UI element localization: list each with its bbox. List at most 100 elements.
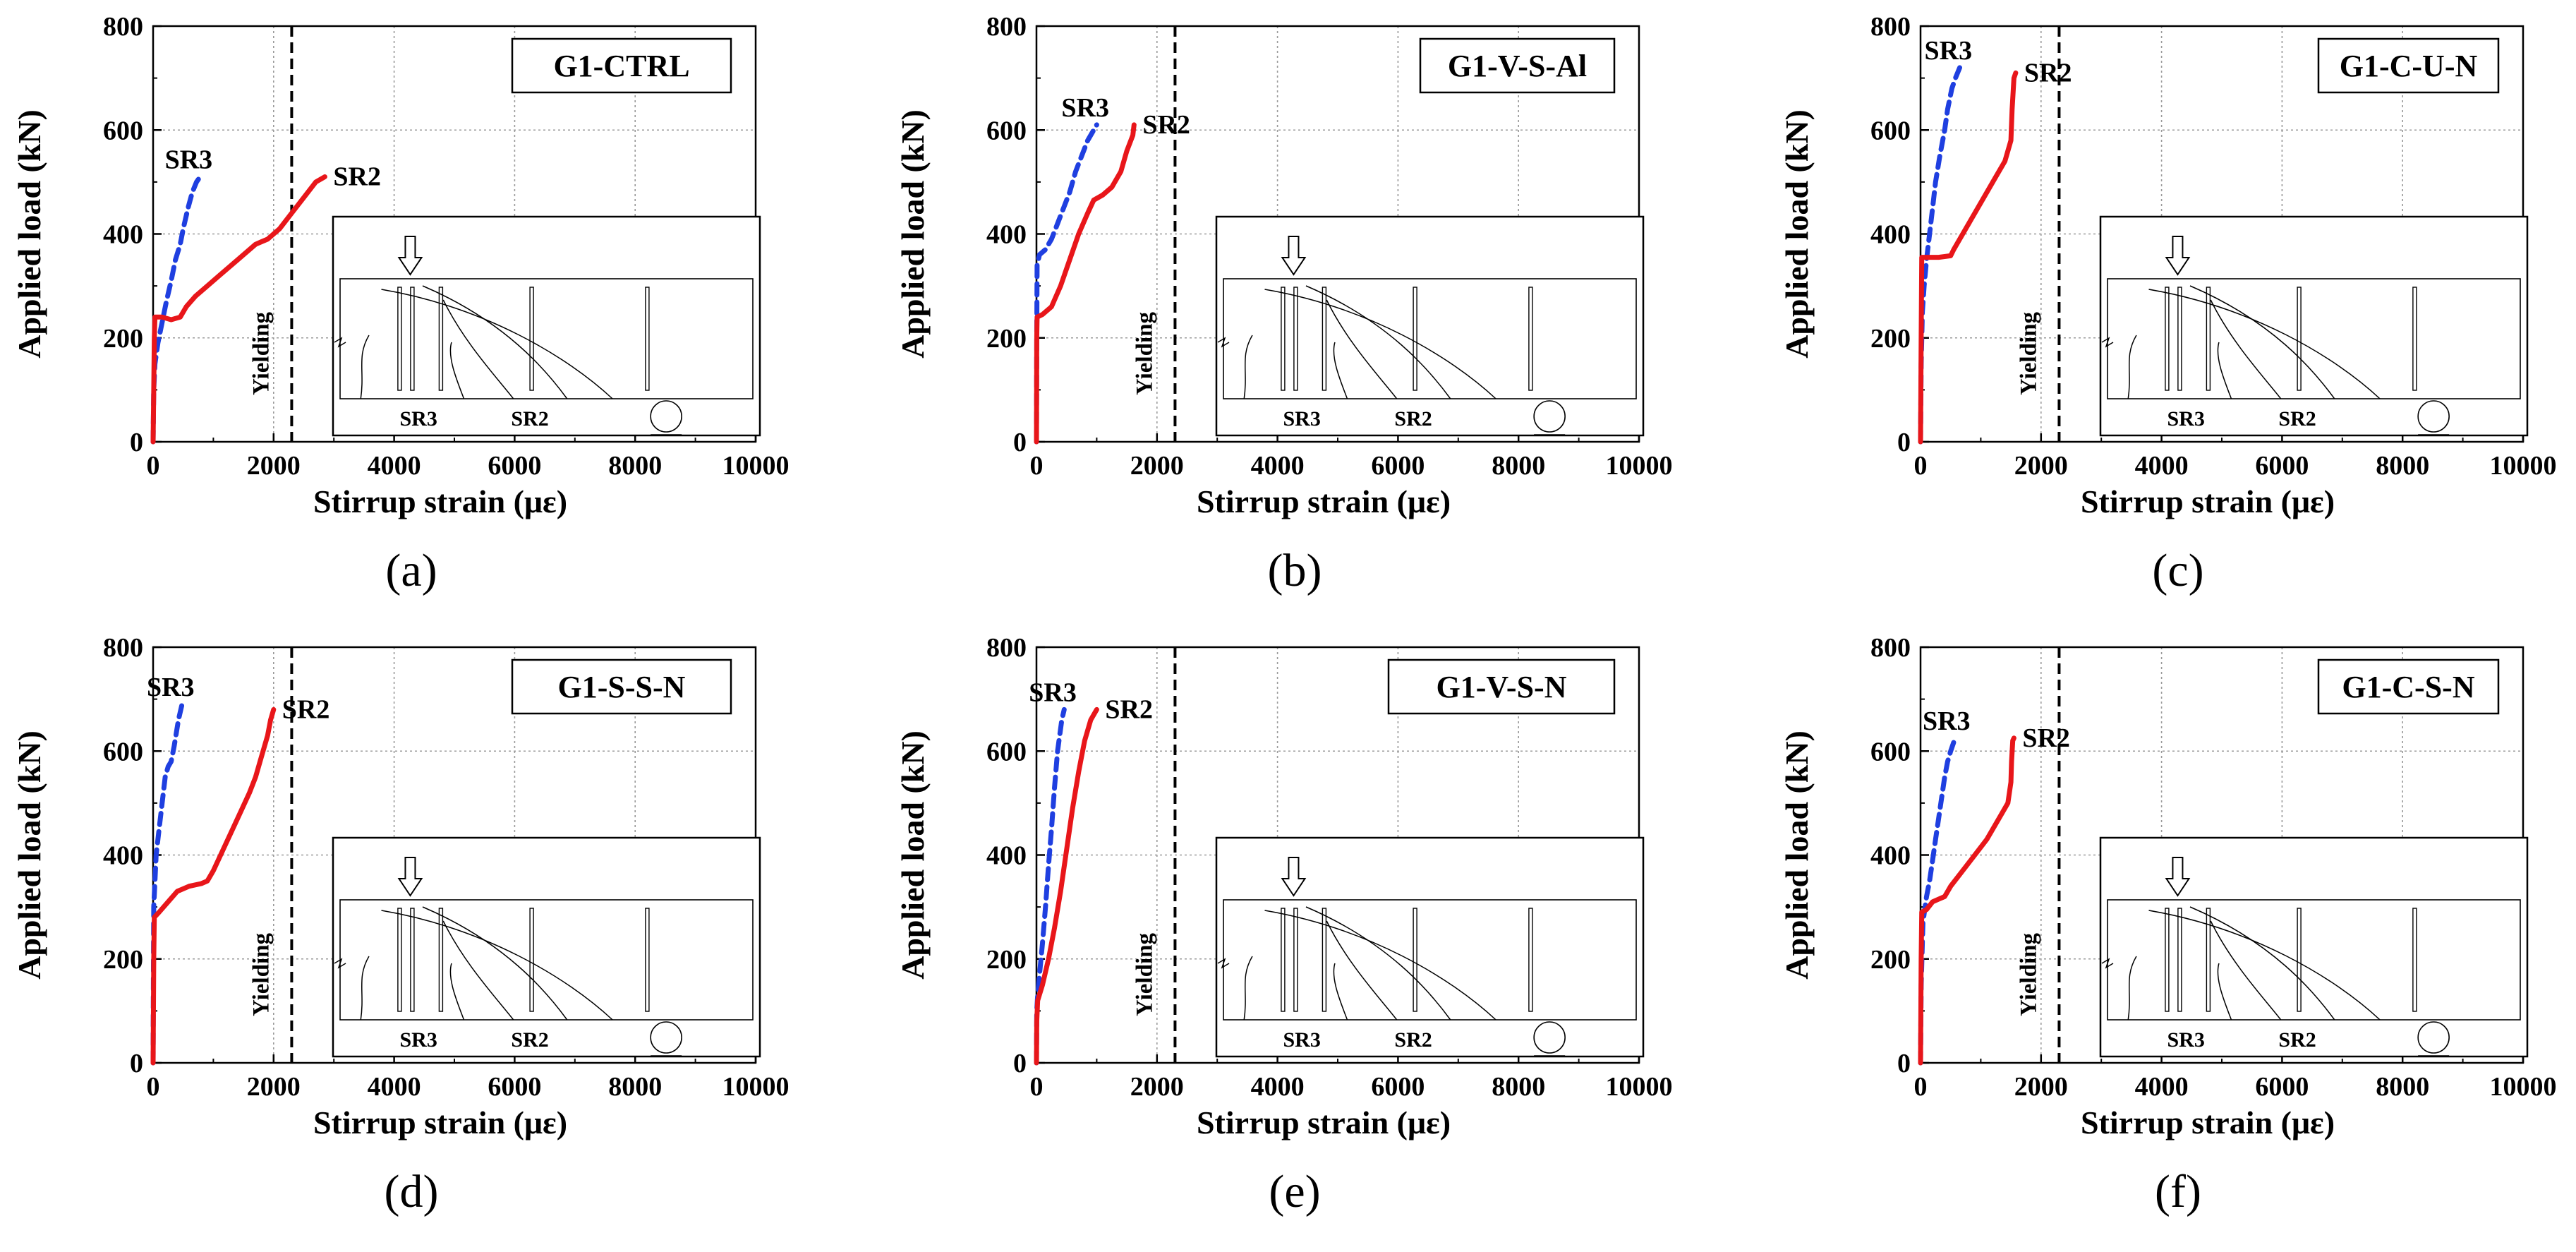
panel-a: 0 2000 4000 6000 8000 10000 0 200 400 600 800 Stirr…	[11, 12, 790, 596]
x-tick-label: 2000	[1130, 1072, 1184, 1102]
y-tick-label: 600	[1870, 116, 1911, 145]
crack-line	[2148, 289, 2381, 399]
series-label-sr2: SR2	[2024, 58, 2072, 88]
y-tick-label: 600	[1870, 737, 1911, 766]
break-mark	[1217, 337, 1230, 348]
inset-label-sr2: SR2	[1394, 1028, 1432, 1052]
x-tick-label: 8000	[1492, 1072, 1545, 1102]
panel-title: G1-V-S-Al	[1448, 49, 1587, 83]
crack-line	[1305, 906, 1451, 1021]
load-arrow-icon	[2165, 236, 2191, 276]
crack-pattern-inset: SR3 SR2	[332, 836, 761, 1058]
break-mark	[334, 958, 346, 969]
support-roller-icon	[1533, 400, 1566, 433]
x-tick-label: 6000	[1371, 1072, 1425, 1102]
crack-line	[1305, 285, 1451, 399]
support-roller-icon	[1533, 1021, 1566, 1054]
series-label-sr3: SR3	[1029, 678, 1077, 707]
yield-label: Yielding	[2016, 933, 2041, 1016]
break-mark	[334, 337, 346, 348]
x-tick-label: 6000	[2255, 451, 2309, 481]
series-label-sr2: SR2	[282, 694, 330, 724]
crack-line	[360, 956, 370, 1021]
crack-line	[422, 906, 568, 1021]
panel-title: G1-C-S-N	[2342, 670, 2474, 704]
inset-label-sr2: SR2	[511, 407, 548, 431]
series-line-sr3	[1034, 122, 1099, 445]
stirrup-line	[2177, 287, 2182, 391]
crack-line	[1243, 956, 1253, 1021]
x-axis-label: Stirrup strain (με)	[313, 483, 567, 519]
y-axis-label: Applied load (kN)	[1779, 109, 1815, 359]
series-line-sr2	[1034, 122, 1137, 445]
inset-frame	[1215, 836, 1645, 1058]
y-tick-label: 400	[1870, 841, 1911, 871]
x-tick-label: 6000	[488, 1072, 541, 1102]
x-tick-label: 4000	[2135, 1072, 2189, 1102]
inset-label-sr3: SR3	[399, 407, 437, 431]
y-axis-label: Applied load (kN)	[895, 730, 931, 980]
subfigure-label: (b)	[1268, 545, 1322, 596]
support-roller-icon	[650, 400, 682, 433]
inset-label-sr3: SR3	[1283, 1028, 1320, 1052]
yield-label: Yielding	[248, 312, 274, 395]
y-tick-label: 200	[1870, 945, 1911, 975]
y-tick-label: 800	[986, 12, 1027, 42]
y-tick-label: 400	[103, 841, 143, 871]
crack-line	[449, 342, 465, 399]
support-roller-icon	[650, 1021, 682, 1054]
crack-line	[381, 289, 613, 399]
panel-title: G1-V-S-N	[1437, 670, 1567, 704]
y-tick-label: 600	[103, 116, 143, 145]
crack-line	[2189, 906, 2335, 1021]
inset-label-sr2: SR2	[2278, 1028, 2316, 1052]
y-tick-label: 200	[103, 324, 143, 354]
y-tick-label: 0	[1013, 1049, 1027, 1078]
inset-label-sr2: SR2	[2278, 407, 2316, 431]
stirrup-line	[410, 287, 415, 391]
x-tick-label: 10000	[1606, 1072, 1673, 1102]
title-frame	[511, 658, 732, 715]
crack-line	[1326, 299, 1398, 399]
x-tick-label: 8000	[1492, 451, 1545, 481]
stirrup-line	[2206, 908, 2211, 1012]
subfigure-label: (a)	[385, 545, 437, 596]
series-label-sr2: SR2	[2022, 723, 2070, 753]
x-tick-label: 0	[1914, 1072, 1928, 1102]
series-label-sr2: SR2	[1142, 110, 1190, 140]
panel-title-box: G1-V-S-Al	[1419, 37, 1616, 94]
stirrup-line	[2297, 908, 2302, 1012]
x-tick-label: 8000	[608, 1072, 662, 1102]
stirrup-line	[397, 908, 402, 1012]
series-line-sr2	[1034, 706, 1099, 1066]
load-arrow-icon	[1281, 857, 1307, 897]
yield-label: Yielding	[2016, 312, 2041, 395]
break-mark	[1217, 958, 1230, 969]
x-tick-label: 8000	[2376, 451, 2429, 481]
crack-line	[1326, 920, 1398, 1021]
panel-title-box: G1-C-S-N	[2317, 658, 2500, 715]
y-axis-label: Applied load (kN)	[1779, 730, 1815, 980]
support-roller-icon	[2417, 400, 2450, 433]
panel-d: 0 2000 4000 6000 8000 10000 0 200 400 600 800 Stirr…	[11, 633, 790, 1217]
y-tick-label: 400	[1870, 220, 1911, 250]
y-tick-label: 200	[986, 324, 1027, 354]
stirrup-line	[410, 908, 415, 1012]
x-axis-label: Stirrup strain (με)	[1197, 483, 1451, 519]
title-frame	[1387, 658, 1616, 715]
inset-frame	[2099, 215, 2529, 437]
x-tick-label: 4000	[1251, 1072, 1305, 1102]
series-label-sr3: SR3	[147, 673, 195, 702]
y-tick-label: 0	[130, 428, 143, 457]
x-axis-label: Stirrup strain (με)	[1197, 1104, 1451, 1140]
crack-line	[449, 963, 465, 1021]
x-tick-label: 6000	[2255, 1072, 2309, 1102]
x-tick-label: 6000	[488, 451, 541, 481]
load-arrow-icon	[397, 236, 423, 276]
stirrup-line	[645, 287, 650, 391]
panel-title-box: G1-V-S-N	[1387, 658, 1616, 715]
inset-frame	[2099, 836, 2529, 1058]
load-arrow-icon	[1281, 236, 1307, 276]
y-tick-label: 600	[103, 737, 143, 766]
y-tick-label: 200	[1870, 324, 1911, 354]
